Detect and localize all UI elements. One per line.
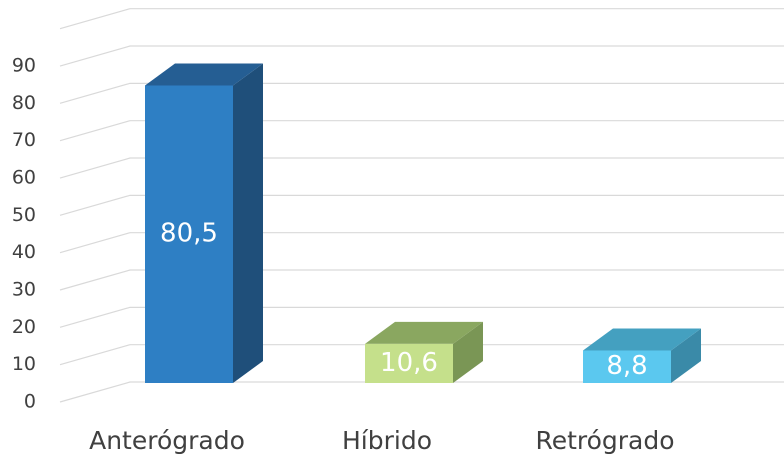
grid-line <box>59 306 784 328</box>
y-tick-label: 50 <box>12 204 36 226</box>
grid-line <box>59 45 784 67</box>
bar-front <box>365 343 453 383</box>
bar-top <box>583 328 701 351</box>
y-tick-label: 30 <box>12 279 36 301</box>
y-tick-label: 10 <box>12 353 36 375</box>
value-label: 8,8 <box>606 351 647 381</box>
bar <box>583 328 701 383</box>
grid-line <box>59 194 784 216</box>
bar-side <box>671 328 701 383</box>
y-tick-label: 90 <box>12 55 36 77</box>
y-tick-label: 70 <box>12 129 36 151</box>
bar-top <box>145 63 263 86</box>
grid-line <box>59 232 784 254</box>
y-tick-label: 20 <box>12 316 36 338</box>
bar-front <box>145 85 233 383</box>
grid-line <box>59 82 784 104</box>
value-label: 10,6 <box>380 348 438 378</box>
y-tick-label: 80 <box>12 92 36 114</box>
value-label: 80,5 <box>160 219 218 249</box>
grid-line <box>59 269 784 291</box>
bar-front <box>583 350 671 383</box>
x-tick-label: Retrógrado <box>535 426 674 455</box>
plot-frame <box>59 8 784 30</box>
y-tick-label: 40 <box>12 241 36 263</box>
bar-side <box>453 321 483 383</box>
grid-line <box>59 157 784 179</box>
x-tick-label: Anterógrado <box>89 426 245 455</box>
y-tick-label: 0 <box>24 391 36 413</box>
bar-top <box>365 321 483 344</box>
bar-side <box>233 63 263 383</box>
bar <box>145 63 263 383</box>
y-tick-label: 60 <box>12 167 36 189</box>
grid-line <box>59 120 784 142</box>
x-tick-label: Híbrido <box>342 426 432 455</box>
grid-line <box>59 381 784 403</box>
grid-line <box>59 344 784 366</box>
bar <box>365 321 483 383</box>
